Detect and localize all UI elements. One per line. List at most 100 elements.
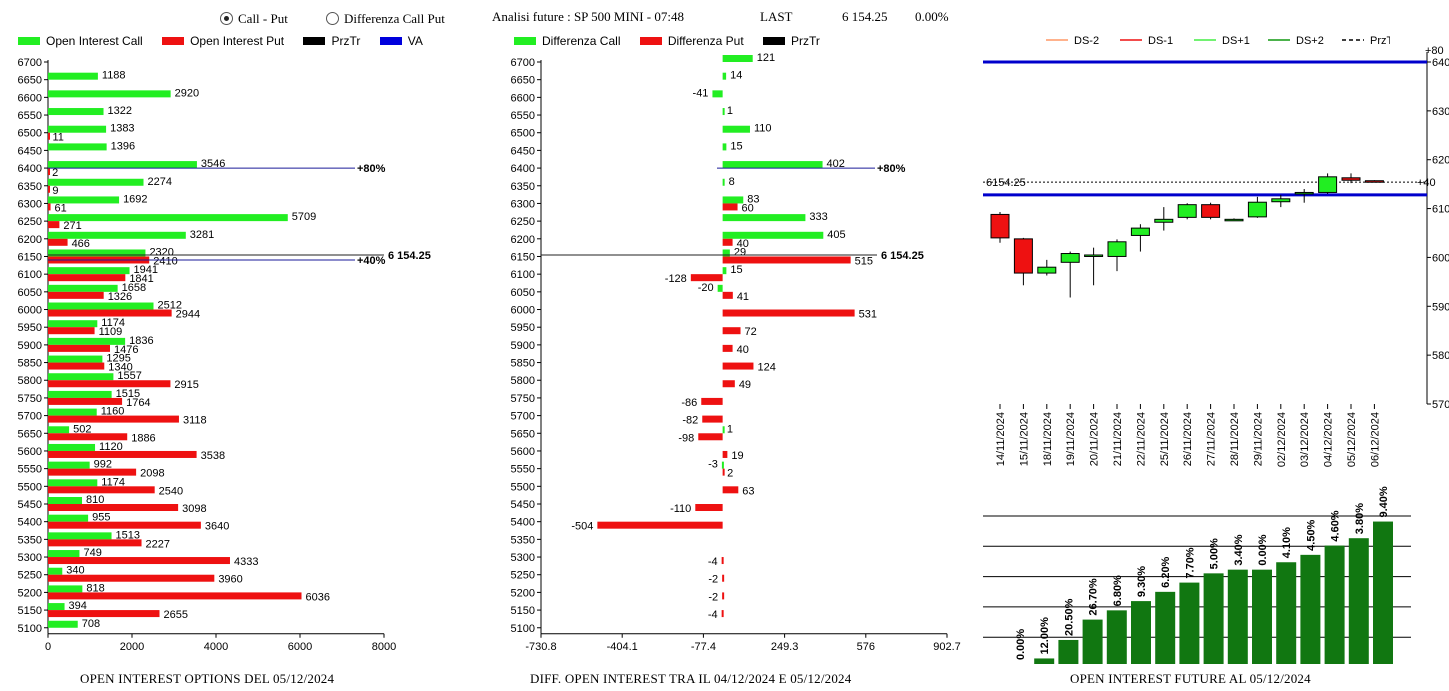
oi-bar-label-4: 6.80%: [1112, 575, 1124, 606]
strike-label: 5550: [511, 464, 535, 476]
label-call-6700: 121: [757, 52, 775, 64]
legend-oi: Open Interest Call Open Interest Put Prz…: [18, 34, 423, 48]
x-tick-label: -77.4: [691, 641, 716, 653]
x-tick-label: 27/11/2024: [1206, 412, 1218, 466]
label-call-6050: 1658: [122, 282, 146, 294]
strike-label: 5850: [18, 358, 42, 370]
bar-put-5950: [722, 327, 741, 335]
candle-body-6: [1130, 227, 1150, 236]
strike-label: 6700: [511, 57, 535, 69]
bar-call-6500: [48, 125, 107, 133]
label-put-6000: 2944: [176, 309, 200, 321]
label-call-6400: 402: [827, 158, 845, 170]
bar-call-5500: [48, 479, 98, 487]
x-tick-label: 26/11/2024: [1182, 412, 1194, 466]
bar-call-6150: [48, 249, 146, 257]
x-tick-label: 25/11/2024: [1159, 412, 1171, 466]
bar-call-6600: [712, 90, 723, 98]
label-call-6300: 1692: [123, 193, 147, 205]
label-put-5550: 2098: [140, 468, 164, 480]
last-right-label: +40: [1417, 177, 1436, 189]
label-put-5950: 1109: [99, 326, 123, 338]
strike-label: 5100: [511, 623, 535, 635]
bar-call-6100: [48, 267, 130, 275]
label-put-6100: -128: [665, 273, 687, 285]
y-tick-label: 6300: [1432, 106, 1449, 118]
x-tick-label: -730.8: [525, 641, 556, 653]
oi-bar-label-2: 20.50%: [1063, 598, 1075, 636]
label-put-5550: 2: [727, 468, 733, 480]
strike-label: 6500: [511, 128, 535, 140]
label-call-6400: 3546: [201, 158, 225, 170]
radio-diff-label: Differenza Call Put: [344, 11, 445, 26]
legend-label-4: PrzTr: [1370, 35, 1390, 47]
legend-swatch: [379, 37, 402, 45]
legend-swatch: [763, 37, 785, 45]
future-oi-chart: 0.00% 12.00% 20.50% 26.70% 6.80% 9.30% 6.20% 7.…: [983, 486, 1411, 664]
x-tick-label: 576: [857, 641, 875, 653]
candle-body-0: [990, 213, 1010, 239]
label-call-5700: 1160: [101, 406, 125, 418]
bar-call-5650: [48, 426, 70, 434]
strike-label: 5200: [18, 587, 42, 599]
bar-call-6250: [48, 214, 288, 222]
bar-put-6100: [690, 274, 723, 282]
caption-future: OPEN INTEREST FUTURE AL 05/12/2024: [1070, 671, 1311, 686]
bar-call-6450: [48, 143, 107, 151]
strike-label: 6600: [511, 92, 535, 104]
candle-body-5: [1107, 241, 1127, 257]
radio-diff-call-put[interactable]: Differenza Call Put: [326, 11, 445, 27]
x-tick-label: 2000: [120, 641, 144, 653]
legend-item-oi-va: VA: [379, 34, 423, 48]
strike-label: 5150: [18, 605, 42, 617]
legend-label-0: DS-2: [1074, 35, 1099, 47]
bar-call-5750: [48, 390, 112, 398]
x-tick-label: 902.7: [933, 641, 961, 653]
x-tick-label: 06/12/2024: [1369, 412, 1381, 467]
label-put-6150: 515: [855, 255, 873, 267]
bar-put-5500: [722, 486, 739, 494]
bar-call-5300: [48, 550, 80, 558]
legend-future: DS-2 DS-1 DS+1 DS+2 PrzTr: [1046, 35, 1390, 47]
legend-swatch: [303, 37, 326, 45]
label-call-6250: 333: [809, 211, 827, 223]
oi-bar-11: [1276, 562, 1297, 664]
radio-call-put[interactable]: Call - Put: [220, 11, 288, 27]
strike-label: 6650: [18, 75, 42, 87]
radio-diff-indicator[interactable]: [326, 12, 339, 25]
bar-call-5900: [48, 337, 126, 345]
legend-item-oi-call: Open Interest Call: [18, 34, 143, 48]
strike-label: 5700: [511, 411, 535, 423]
label-call-5400: 955: [92, 512, 110, 524]
x-tick-label: 19/11/2024: [1065, 412, 1077, 466]
candle-body-13: [1294, 191, 1314, 195]
candle-body-8: [1177, 204, 1197, 218]
label-put-5900: 40: [737, 344, 749, 356]
bar-put-6400: [48, 168, 50, 176]
last-price-label: 6 154.25: [881, 250, 924, 262]
bar-put-6200: [48, 238, 68, 246]
legend-item-diff-przt: PrzTr: [763, 34, 820, 48]
legend-swatch: [514, 37, 536, 45]
legend-swatch: [162, 37, 185, 45]
label-call-5500: 1174: [101, 476, 125, 488]
strike-label: 6100: [511, 269, 535, 281]
label-call-5150: 394: [69, 600, 87, 612]
label-call-5550: 992: [94, 459, 112, 471]
strike-label: 6450: [18, 145, 42, 157]
label-put-5400: -504: [571, 521, 593, 533]
bar-put-5900: [722, 344, 733, 352]
oi-bar-6: [1155, 591, 1176, 664]
radio-call-put-indicator[interactable]: [220, 12, 233, 25]
bar-call-6300: [48, 196, 120, 204]
strike-label: 5650: [18, 428, 42, 440]
bar-put-6500: [48, 132, 50, 140]
label-put-5450: 3098: [182, 503, 206, 515]
oi-bar-3: [1082, 619, 1103, 664]
y-tick-label: 6200: [1432, 155, 1449, 167]
strike-label: 5850: [511, 358, 535, 370]
bar-call-6250: [722, 214, 806, 222]
candle-body-12: [1271, 198, 1291, 203]
oi-options-chart: 6700 6650 6600 6550 6500 6450 6400 6350 6300 6250…: [18, 57, 431, 653]
oi-bar-2: [1058, 639, 1079, 664]
